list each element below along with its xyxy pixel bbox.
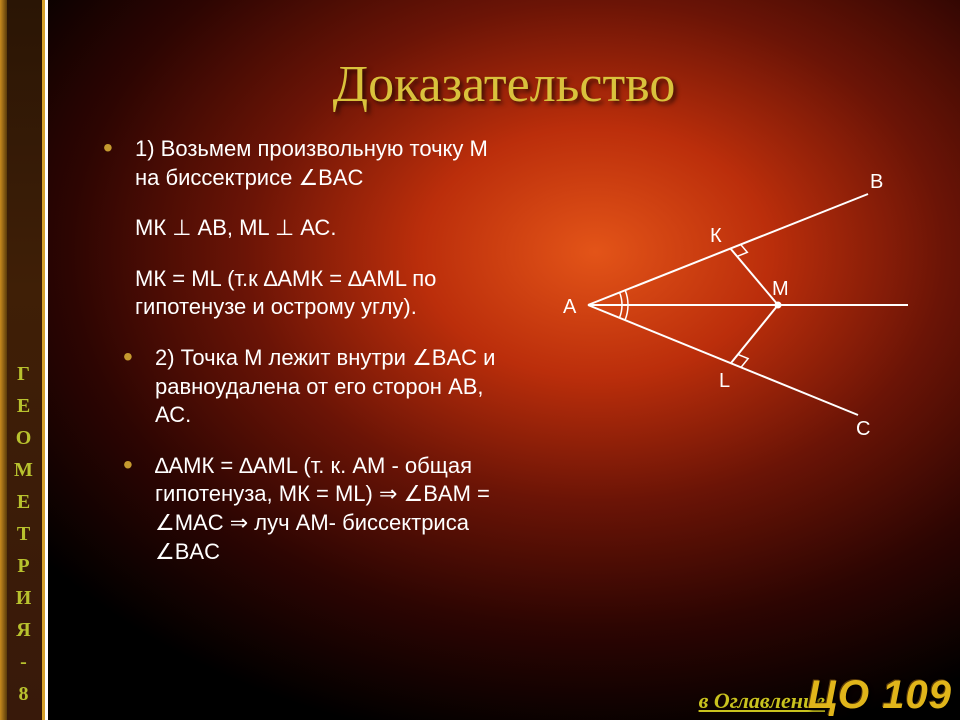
- sidebar-title: 8-ЯИРТЕМОЕГ: [7, 0, 45, 720]
- left-border: [0, 0, 7, 720]
- geometry-diagram: А В С К L М: [548, 150, 948, 450]
- svg-text:К: К: [710, 225, 722, 247]
- svg-text:В: В: [870, 171, 883, 193]
- main-slide: Доказательство 1) Возьмем произвольную т…: [48, 0, 960, 720]
- svg-text:С: С: [856, 418, 870, 440]
- step-3: ∆АМК = ∆АМL (т. к. АМ - общая гипотенуза…: [123, 452, 513, 566]
- step-1b: МК ⊥ АВ, МL ⊥ АС.: [103, 214, 513, 243]
- toc-link[interactable]: в Оглавление: [699, 688, 825, 714]
- svg-text:L: L: [719, 370, 730, 392]
- school-logo: ЦО 109: [808, 673, 952, 718]
- step-1c: МК = МL (т.к ∆АМК = ∆АМL по гипотенузе и…: [103, 265, 513, 322]
- svg-text:А: А: [563, 296, 577, 318]
- proof-text: 1) Возьмем произвольную точку М на биссе…: [103, 135, 513, 588]
- step-1a: 1) Возьмем произвольную точку М на биссе…: [103, 135, 513, 192]
- slide-title: Доказательство: [48, 55, 960, 114]
- step-2: 2) Точка М лежит внутри ∠BAC и равноудал…: [123, 344, 513, 430]
- svg-text:М: М: [772, 278, 789, 300]
